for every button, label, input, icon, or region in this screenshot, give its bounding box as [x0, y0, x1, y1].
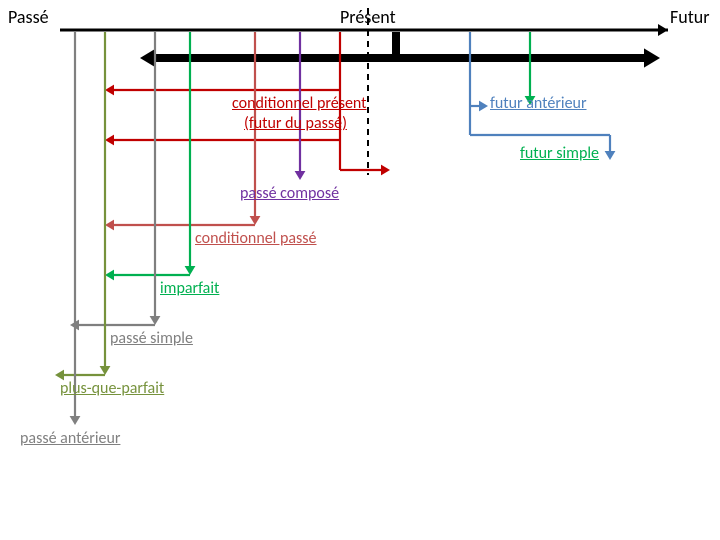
tense-label-cond_present: conditionnel présent [232, 94, 367, 113]
tense-label-imparfait: imparfait [160, 279, 219, 298]
tense-label-futur_simple: futur simple [520, 144, 599, 163]
tense-label-passe_anterieur: passé antérieur [20, 429, 120, 448]
tense-label-cond_passe: conditionnel passé [195, 229, 317, 248]
tense-label-passe_simple: passé simple [110, 329, 193, 348]
axis-label-passe: Passé [8, 6, 49, 28]
tense-label2-cond_present: (futur du passé) [244, 114, 347, 133]
diagram-canvas [0, 0, 720, 540]
axis-label-futur: Futur [670, 6, 710, 28]
tense-label-passe_compose: passé composé [240, 184, 339, 203]
tense-label-futur_anterieur: futur antérieur [490, 94, 587, 113]
tense-label-plus_que_parfait: plus-que-parfait [60, 379, 164, 398]
axis-label-present: Présent [340, 6, 396, 28]
